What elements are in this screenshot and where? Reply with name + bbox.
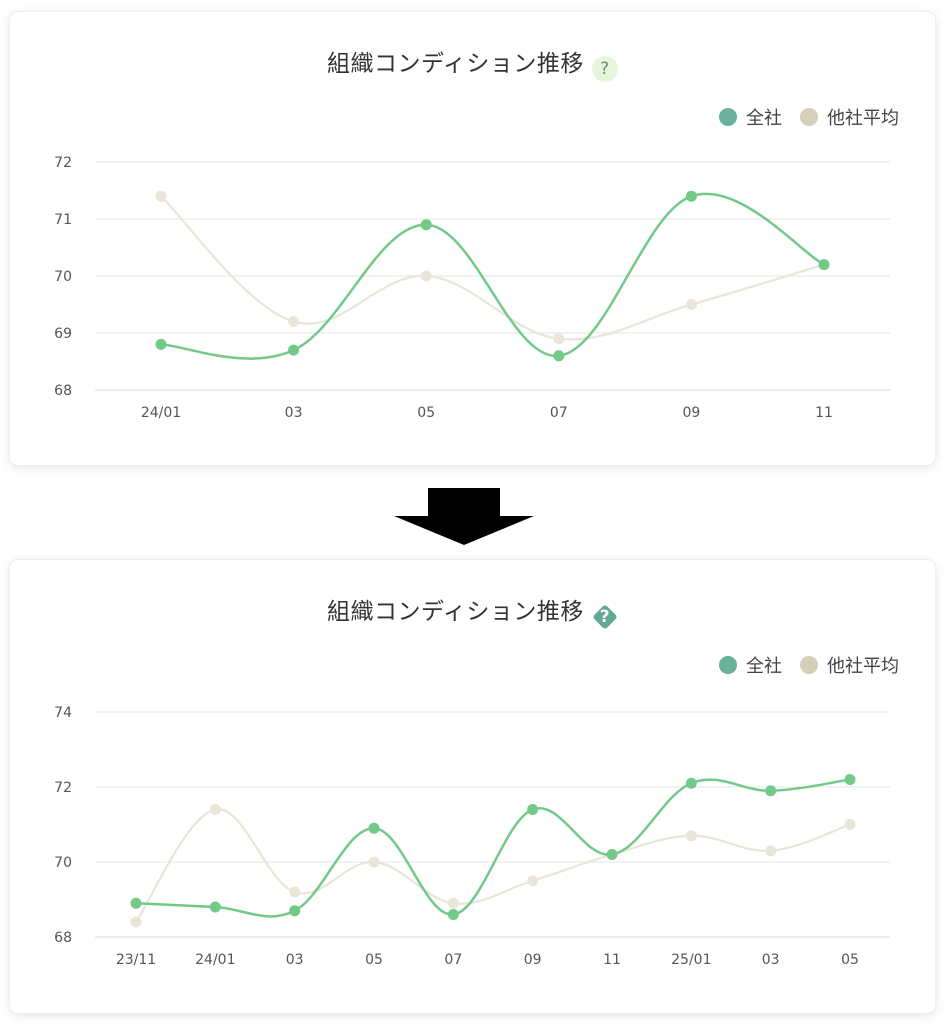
legend-dot-company xyxy=(719,656,737,674)
legend-item-peer-average[interactable]: 他社平均 xyxy=(800,104,899,130)
data-point-peer-average xyxy=(289,886,301,898)
data-point-company xyxy=(765,785,777,797)
x-tick-label: 11 xyxy=(815,405,833,421)
y-tick-label: 69 xyxy=(54,326,72,342)
data-point-company xyxy=(155,338,167,350)
data-point-peer-average xyxy=(447,897,459,909)
data-point-company xyxy=(420,219,432,231)
x-tick-label: 24/01 xyxy=(195,952,235,968)
legend-dot-peer-average xyxy=(800,656,818,674)
arrow-down-icon xyxy=(394,488,534,545)
legend-item-peer-average[interactable]: 他社平均 xyxy=(800,652,899,678)
data-point-company xyxy=(818,259,830,271)
chart-title-text: 組織コンディション推移 xyxy=(327,51,584,77)
legend-label-peer-average: 他社平均 xyxy=(827,656,899,677)
x-tick-label: 23/11 xyxy=(116,952,156,968)
x-tick-label: 05 xyxy=(365,952,383,968)
data-point-company xyxy=(368,822,380,834)
y-tick-label: 68 xyxy=(54,383,72,399)
y-tick-label: 70 xyxy=(54,269,72,285)
data-point-company xyxy=(527,804,539,815)
chart-legend: 全社 他社平均 xyxy=(701,652,899,678)
x-tick-label: 24/01 xyxy=(141,405,181,421)
data-point-peer-average xyxy=(130,916,142,928)
data-point-peer-average xyxy=(368,856,380,868)
y-tick-label: 70 xyxy=(54,855,72,871)
y-tick-label: 72 xyxy=(54,780,72,796)
data-point-peer-average xyxy=(155,190,167,202)
data-point-company xyxy=(606,849,618,860)
data-point-peer-average xyxy=(765,845,777,857)
data-point-peer-average xyxy=(209,804,221,815)
x-tick-label: 05 xyxy=(841,952,859,968)
legend-dot-company xyxy=(719,108,737,126)
condition-chart-card-before: 組織コンディション推移? 全社 他社平均 68 69 70 71 72 24/01 03 05… xyxy=(10,12,935,465)
condition-chart-card-after: 組織コンディション推移? 全社 他社平均 68 70 72 74 23/11 24/01 0… xyxy=(10,560,935,1013)
chart-title: 組織コンディション推移? xyxy=(10,592,935,630)
data-point-peer-average xyxy=(288,316,300,328)
data-point-company xyxy=(844,774,856,785)
x-tick-label: 25/01 xyxy=(671,952,711,968)
data-point-company xyxy=(553,350,565,362)
y-tick-label: 68 xyxy=(54,930,72,946)
data-point-company xyxy=(685,777,697,789)
question-circle-icon[interactable]: ? xyxy=(591,56,618,82)
data-point-company xyxy=(288,344,300,356)
x-tick-label: 09 xyxy=(682,405,700,421)
x-tick-label: 11 xyxy=(603,952,621,968)
data-point-company xyxy=(209,901,221,913)
legend-label-company: 全社 xyxy=(746,108,782,129)
data-point-company xyxy=(130,897,142,909)
data-point-peer-average xyxy=(420,270,432,282)
line-chart-after: 68 70 72 74 23/11 24/01 03 05 07 09 11 25/01 03 05 xyxy=(54,705,890,968)
legend-label-company: 全社 xyxy=(746,656,782,677)
legend-item-company[interactable]: 全社 xyxy=(719,104,782,130)
chart-title: 組織コンディション推移? xyxy=(10,44,935,82)
series-line-company xyxy=(135,778,851,918)
x-tick-label: 05 xyxy=(417,405,435,421)
x-tick-label: 07 xyxy=(444,952,462,968)
data-point-peer-average xyxy=(527,875,539,887)
chart-legend: 全社 他社平均 xyxy=(701,104,899,130)
y-tick-label: 72 xyxy=(54,155,72,171)
legend-item-company[interactable]: 全社 xyxy=(719,652,782,678)
chart-title-text: 組織コンディション推移 xyxy=(327,599,584,625)
data-point-peer-average xyxy=(844,819,856,830)
y-tick-label: 71 xyxy=(54,212,72,228)
x-tick-label: 09 xyxy=(524,952,542,968)
question-diamond-icon[interactable]: ? xyxy=(592,604,618,630)
data-point-peer-average xyxy=(685,830,697,842)
line-chart-before: 68 69 70 71 72 24/01 03 05 07 09 11 xyxy=(54,155,890,421)
x-tick-label: 03 xyxy=(285,405,303,421)
x-tick-label: 07 xyxy=(550,405,568,421)
x-tick-label: 03 xyxy=(762,952,780,968)
data-point-company xyxy=(289,905,301,917)
y-tick-label: 74 xyxy=(54,705,72,721)
series-line-peer-average xyxy=(160,195,825,341)
data-point-company xyxy=(685,190,697,202)
data-point-peer-average xyxy=(685,299,697,310)
data-point-peer-average xyxy=(553,333,565,345)
legend-dot-peer-average xyxy=(800,108,818,126)
legend-label-peer-average: 他社平均 xyxy=(827,108,899,129)
data-point-company xyxy=(447,909,459,920)
x-tick-label: 03 xyxy=(286,952,304,968)
